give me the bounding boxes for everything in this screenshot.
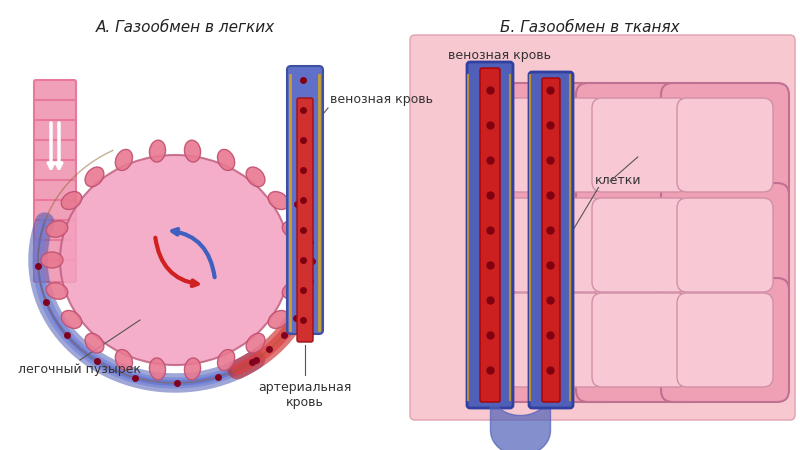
FancyBboxPatch shape [576, 183, 704, 307]
Ellipse shape [115, 149, 133, 171]
Text: легочный пузырек: легочный пузырек [18, 364, 142, 377]
Ellipse shape [282, 283, 304, 299]
Text: венозная кровь: венозная кровь [449, 49, 551, 62]
Ellipse shape [150, 358, 166, 380]
FancyBboxPatch shape [467, 62, 513, 408]
FancyBboxPatch shape [542, 78, 560, 402]
Ellipse shape [115, 350, 133, 371]
Ellipse shape [268, 310, 289, 328]
FancyBboxPatch shape [677, 98, 773, 192]
Ellipse shape [246, 167, 265, 187]
FancyBboxPatch shape [661, 278, 789, 402]
FancyBboxPatch shape [34, 100, 76, 122]
FancyBboxPatch shape [34, 180, 76, 202]
Ellipse shape [62, 310, 82, 328]
Ellipse shape [46, 283, 68, 299]
Text: Б. Газообмен в тканях: Б. Газообмен в тканях [500, 21, 680, 36]
Ellipse shape [85, 333, 104, 353]
FancyBboxPatch shape [677, 198, 773, 292]
Ellipse shape [150, 140, 166, 162]
Ellipse shape [218, 350, 234, 371]
FancyBboxPatch shape [491, 183, 619, 307]
FancyBboxPatch shape [491, 83, 619, 207]
FancyBboxPatch shape [529, 72, 573, 408]
FancyBboxPatch shape [297, 98, 313, 342]
Ellipse shape [85, 167, 104, 187]
Text: венозная кровь: венозная кровь [330, 94, 433, 107]
FancyBboxPatch shape [34, 240, 76, 262]
FancyBboxPatch shape [661, 183, 789, 307]
FancyBboxPatch shape [34, 80, 76, 102]
Ellipse shape [218, 149, 234, 171]
FancyBboxPatch shape [661, 83, 789, 207]
FancyBboxPatch shape [34, 140, 76, 162]
FancyBboxPatch shape [34, 260, 76, 282]
Ellipse shape [46, 221, 68, 237]
Ellipse shape [287, 252, 309, 268]
FancyBboxPatch shape [410, 35, 795, 420]
FancyBboxPatch shape [507, 198, 603, 292]
FancyBboxPatch shape [34, 120, 76, 142]
FancyBboxPatch shape [592, 198, 688, 292]
FancyBboxPatch shape [491, 278, 619, 402]
FancyBboxPatch shape [592, 293, 688, 387]
FancyBboxPatch shape [34, 160, 76, 182]
FancyBboxPatch shape [507, 293, 603, 387]
FancyBboxPatch shape [576, 83, 704, 207]
Ellipse shape [185, 140, 201, 162]
FancyBboxPatch shape [480, 68, 500, 402]
Text: А. Газообмен в легких: А. Газообмен в легких [95, 21, 274, 36]
Ellipse shape [41, 252, 63, 268]
FancyBboxPatch shape [592, 98, 688, 192]
Ellipse shape [62, 192, 82, 210]
Ellipse shape [60, 155, 290, 365]
FancyBboxPatch shape [576, 278, 704, 402]
FancyBboxPatch shape [677, 293, 773, 387]
Text: артериальная
кровь: артериальная кровь [258, 381, 352, 409]
FancyBboxPatch shape [34, 220, 76, 242]
Ellipse shape [185, 358, 201, 380]
Ellipse shape [282, 221, 304, 237]
Text: клетки: клетки [595, 174, 642, 186]
Ellipse shape [246, 333, 265, 353]
FancyBboxPatch shape [287, 66, 323, 334]
FancyBboxPatch shape [34, 200, 76, 222]
Ellipse shape [268, 192, 289, 210]
FancyBboxPatch shape [507, 98, 603, 192]
